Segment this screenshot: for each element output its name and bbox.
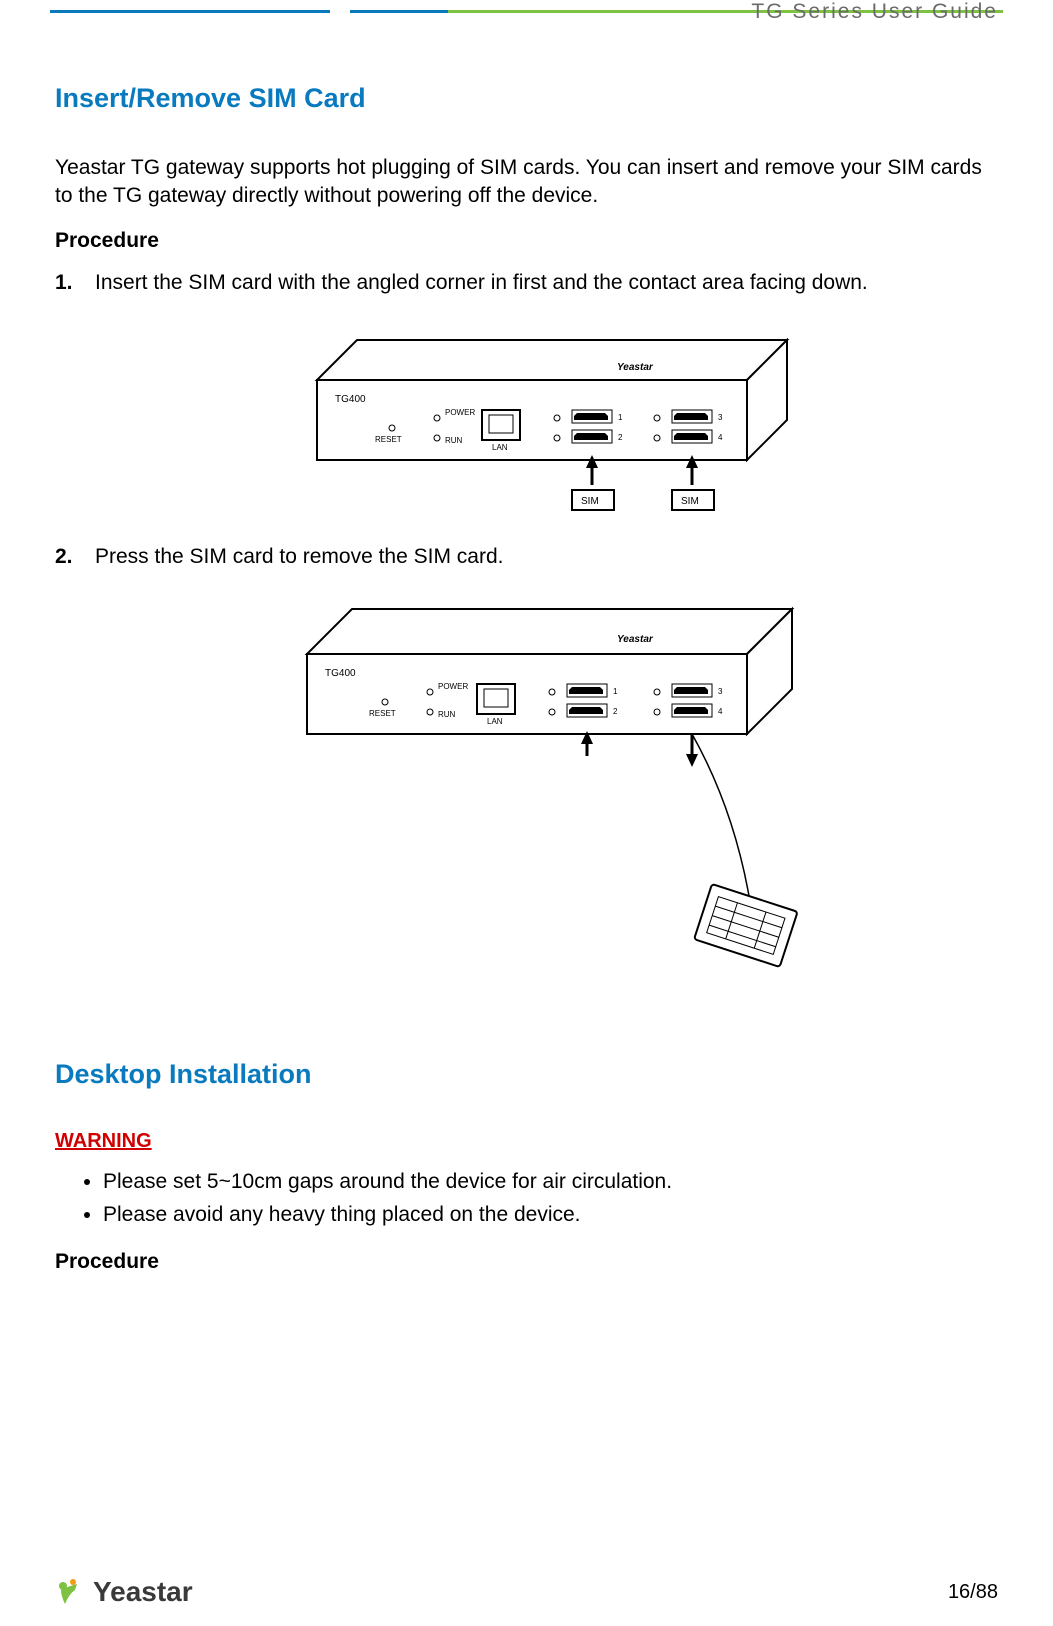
page-footer: Yeastar 16/88 (0, 1576, 1053, 1608)
svg-text:Yeastar: Yeastar (617, 634, 654, 645)
model-label: TG400 (335, 394, 366, 405)
svg-text:3: 3 (718, 413, 723, 422)
svg-text:SIM: SIM (681, 496, 699, 507)
procedure-label: Procedure (55, 229, 998, 253)
section-heading-sim: Insert/Remove SIM Card (55, 83, 998, 114)
section-heading-desktop: Desktop Installation (55, 1059, 998, 1090)
svg-text:2: 2 (618, 433, 623, 442)
warning-label: WARNING (55, 1130, 998, 1153)
header-rule-left (50, 10, 330, 13)
svg-text:RUN: RUN (445, 436, 463, 445)
warning-item: Please set 5~10cm gaps around the device… (103, 1165, 998, 1199)
svg-text:4: 4 (718, 707, 723, 716)
svg-text:1: 1 (618, 413, 623, 422)
svg-text:LAN: LAN (487, 717, 503, 726)
svg-text:SIM: SIM (581, 496, 599, 507)
page-content: Insert/Remove SIM Card Yeastar TG gatewa… (0, 53, 1053, 1274)
svg-text:1: 1 (613, 687, 618, 696)
warning-list: Please set 5~10cm gaps around the device… (55, 1165, 998, 1232)
svg-text:RUN: RUN (438, 710, 456, 719)
device-figure-remove: TG400 Yeastar RESET POWER RUN LAN 1 2 (257, 584, 797, 1009)
svg-text:POWER: POWER (445, 408, 475, 417)
svg-text:2: 2 (613, 707, 618, 716)
logo-icon (55, 1576, 87, 1608)
header-title: TG Series User Guide (751, 0, 998, 24)
step-number: 2. (55, 545, 95, 569)
svg-text:TG400: TG400 (325, 668, 356, 679)
brand-label: Yeastar (617, 362, 654, 373)
svg-text:4: 4 (718, 433, 723, 442)
device-figure-insert: TG400 Yeastar RESET POWER RUN LAN 1 2 (257, 310, 797, 545)
warning-item: Please avoid any heavy thing placed on t… (103, 1198, 998, 1232)
logo-text: Yeastar (93, 1576, 193, 1608)
step-1: 1. Insert the SIM card with the angled c… (55, 271, 998, 295)
page-number: 16/88 (948, 1581, 998, 1604)
step-number: 1. (55, 271, 95, 295)
intro-paragraph: Yeastar TG gateway supports hot plugging… (55, 154, 998, 211)
page-header: TG Series User Guide (0, 0, 1053, 13)
step-text: Press the SIM card to remove the SIM car… (95, 545, 504, 569)
procedure-label-2: Procedure (55, 1250, 998, 1274)
step-text: Insert the SIM card with the angled corn… (95, 271, 868, 295)
step-2: 2. Press the SIM card to remove the SIM … (55, 545, 998, 569)
svg-text:POWER: POWER (438, 682, 468, 691)
yeastar-logo: Yeastar (55, 1576, 193, 1608)
svg-text:3: 3 (718, 687, 723, 696)
svg-text:LAN: LAN (492, 443, 508, 452)
svg-text:RESET: RESET (369, 709, 396, 718)
svg-text:RESET: RESET (375, 435, 402, 444)
